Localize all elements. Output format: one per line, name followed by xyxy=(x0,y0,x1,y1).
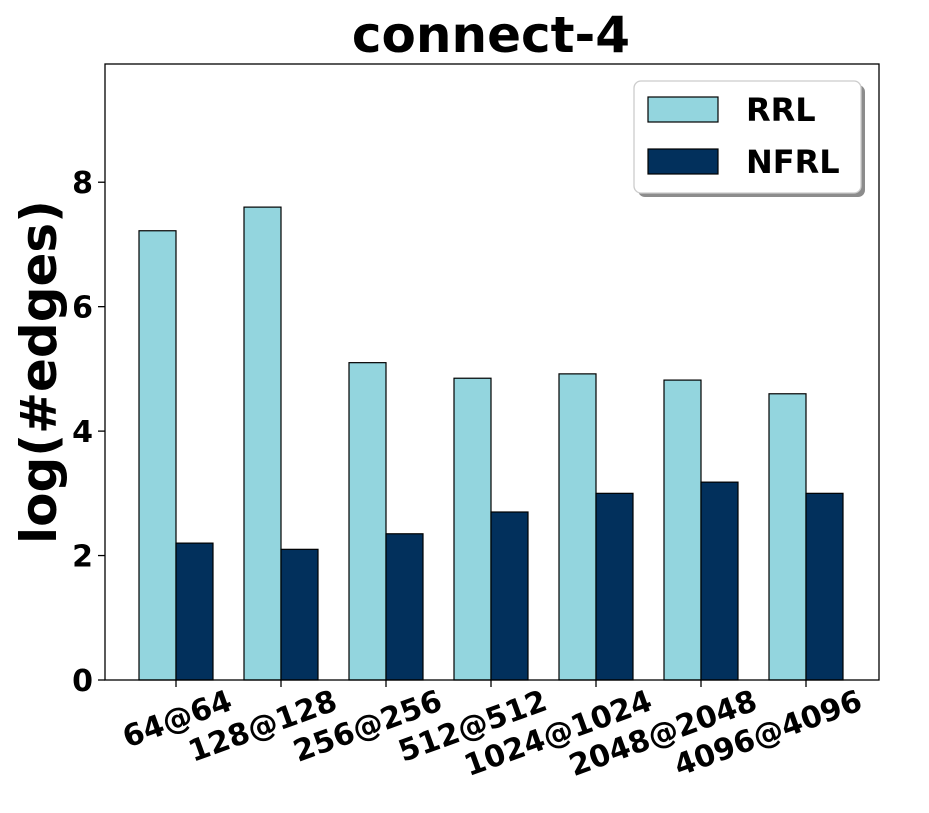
bar-nfrl-1024@1024 xyxy=(595,492,634,681)
y-tick-label: 2 xyxy=(72,540,93,575)
legend-swatch-rrl xyxy=(647,96,719,123)
y-axis: 0 2 4 6 8 xyxy=(72,166,105,699)
bar-nfrl-256@256 xyxy=(385,533,424,681)
legend-label-nfrl: NFRL xyxy=(746,143,840,181)
y-tick-label: 4 xyxy=(72,415,93,450)
bar-rrl-2048@2048 xyxy=(663,379,702,681)
plot-frame xyxy=(104,63,880,681)
bar-rrl-512@512 xyxy=(453,377,492,681)
bars-group xyxy=(138,206,844,681)
legend-swatch-nfrl xyxy=(647,148,719,175)
legend-label-rrl: RRL xyxy=(746,91,816,129)
bar-rrl-128@128 xyxy=(243,206,282,681)
chart-title: connect-4 xyxy=(352,6,630,64)
y-tick-label: 8 xyxy=(72,166,93,201)
y-tick-label: 6 xyxy=(72,291,93,326)
bar-rrl-64@64 xyxy=(138,230,177,681)
bar-rrl-4096@4096 xyxy=(768,393,807,681)
bar-nfrl-64@64 xyxy=(175,542,214,681)
y-tick-label: 0 xyxy=(72,664,93,699)
x-axis: 64@64128@128256@256512@5121024@10242048@… xyxy=(118,680,867,784)
bar-rrl-1024@1024 xyxy=(558,373,597,681)
bar-nfrl-2048@2048 xyxy=(700,481,739,681)
bar-nfrl-512@512 xyxy=(490,511,529,681)
bar-nfrl-128@128 xyxy=(280,548,319,681)
y-axis-label: log(#edges) xyxy=(10,200,68,544)
legend: RRL NFRL xyxy=(633,80,865,197)
bar-rrl-256@256 xyxy=(348,362,387,681)
bar-nfrl-4096@4096 xyxy=(805,492,844,681)
